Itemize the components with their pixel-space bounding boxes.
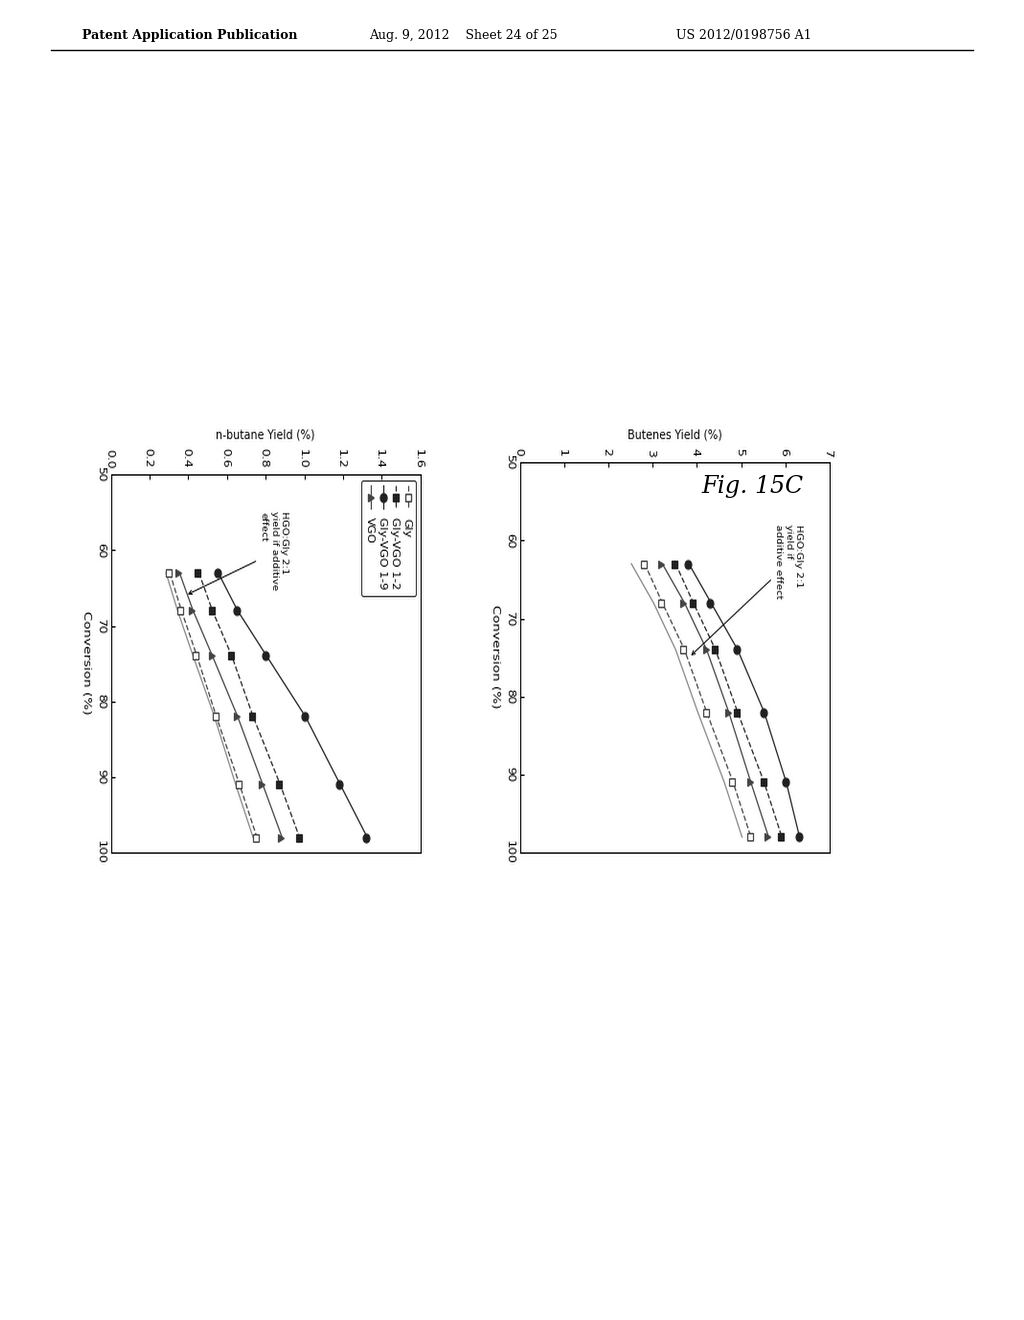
Text: Aug. 9, 2012    Sheet 24 of 25: Aug. 9, 2012 Sheet 24 of 25 — [369, 29, 557, 42]
Text: Patent Application Publication: Patent Application Publication — [82, 29, 297, 42]
Text: US 2012/0198756 A1: US 2012/0198756 A1 — [676, 29, 811, 42]
Text: Fig. 15C: Fig. 15C — [701, 475, 804, 498]
